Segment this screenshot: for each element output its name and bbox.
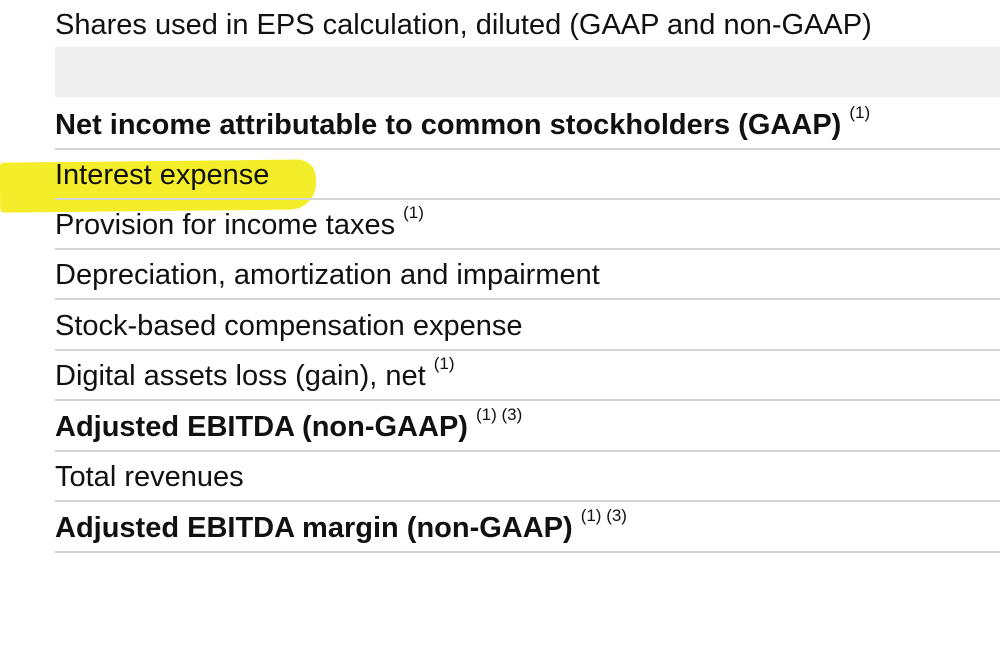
row-stock-based-compensation: Stock-based compensation expense <box>55 301 1000 351</box>
footnote-ref: (1) <box>403 203 424 222</box>
row-adjusted-ebitda-margin: Adjusted EBITDA margin (non-GAAP) (1) (3) <box>55 503 1000 553</box>
row-label: Total revenues <box>55 461 244 493</box>
row-label: Digital assets loss (gain), net <box>55 360 426 392</box>
row-label: Net income attributable to common stockh… <box>55 109 842 141</box>
row-provision-income-taxes: Provision for income taxes (1) <box>55 200 1000 250</box>
footnote-ref: (1) (3) <box>580 506 627 525</box>
row-label: Adjusted EBITDA margin (non-GAAP) <box>55 512 573 544</box>
footnote-ref: (1) <box>433 354 455 373</box>
row-label: Shares used in EPS calculation, diluted … <box>55 9 872 41</box>
footnote-ref: (1) <box>849 103 871 122</box>
row-label: Stock-based compensation expense <box>55 310 523 342</box>
row-label: Adjusted EBITDA (non-GAAP) <box>55 411 468 443</box>
row-label: Depreciation, amortization and impairmen… <box>55 259 600 291</box>
row-total-revenues: Total revenues <box>55 452 1000 502</box>
footnote-ref: (1) (3) <box>475 405 523 424</box>
shaded-separator-row <box>55 47 1000 97</box>
row-digital-assets: Digital assets loss (gain), net (1) <box>55 351 1000 401</box>
row-net-income: Net income attributable to common stockh… <box>55 100 1000 150</box>
row-adjusted-ebitda: Adjusted EBITDA (non-GAAP) (1) (3) <box>55 402 1000 452</box>
row-label: Interest expense <box>55 159 270 191</box>
row-label: Provision for income taxes <box>55 209 396 241</box>
row-shares-used-eps: Shares used in EPS calculation, diluted … <box>55 0 1000 50</box>
row-depreciation: Depreciation, amortization and impairmen… <box>55 250 1000 300</box>
row-interest-expense: Interest expense <box>55 150 1000 200</box>
